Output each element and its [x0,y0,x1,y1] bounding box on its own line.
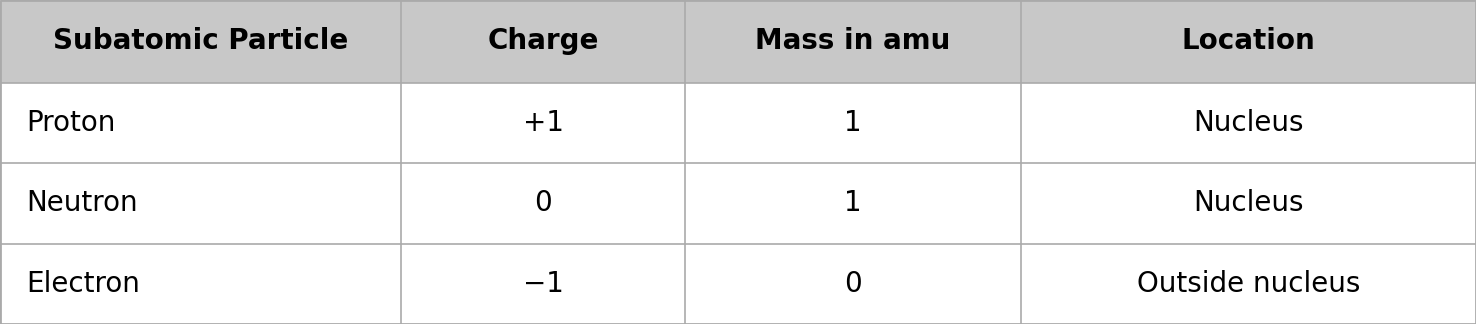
Text: Proton: Proton [27,109,117,137]
Text: Nucleus: Nucleus [1194,189,1303,217]
Bar [0,0,401,83]
Text: Location: Location [1182,27,1315,55]
Text: Nucleus: Nucleus [1194,109,1303,137]
Bar [401,244,685,324]
Bar [0,244,401,324]
Bar [0,163,401,244]
Text: 1: 1 [844,189,862,217]
Text: 1: 1 [844,109,862,137]
Text: 0: 0 [844,270,862,298]
Bar [401,83,685,163]
Bar [0,83,401,163]
Bar [1021,244,1476,324]
Bar [685,83,1021,163]
Bar [1021,163,1476,244]
Text: Electron: Electron [27,270,140,298]
Bar [1021,0,1476,83]
Text: Subatomic Particle: Subatomic Particle [53,27,348,55]
Text: Mass in amu: Mass in amu [756,27,951,55]
Bar [685,163,1021,244]
Bar [401,163,685,244]
Text: +1: +1 [523,109,564,137]
Text: −1: −1 [523,270,564,298]
Text: Outside nucleus: Outside nucleus [1137,270,1361,298]
Text: 0: 0 [534,189,552,217]
Text: Charge: Charge [487,27,599,55]
Bar [401,0,685,83]
Bar [685,244,1021,324]
Bar [685,0,1021,83]
Bar [1021,83,1476,163]
Text: Neutron: Neutron [27,189,139,217]
